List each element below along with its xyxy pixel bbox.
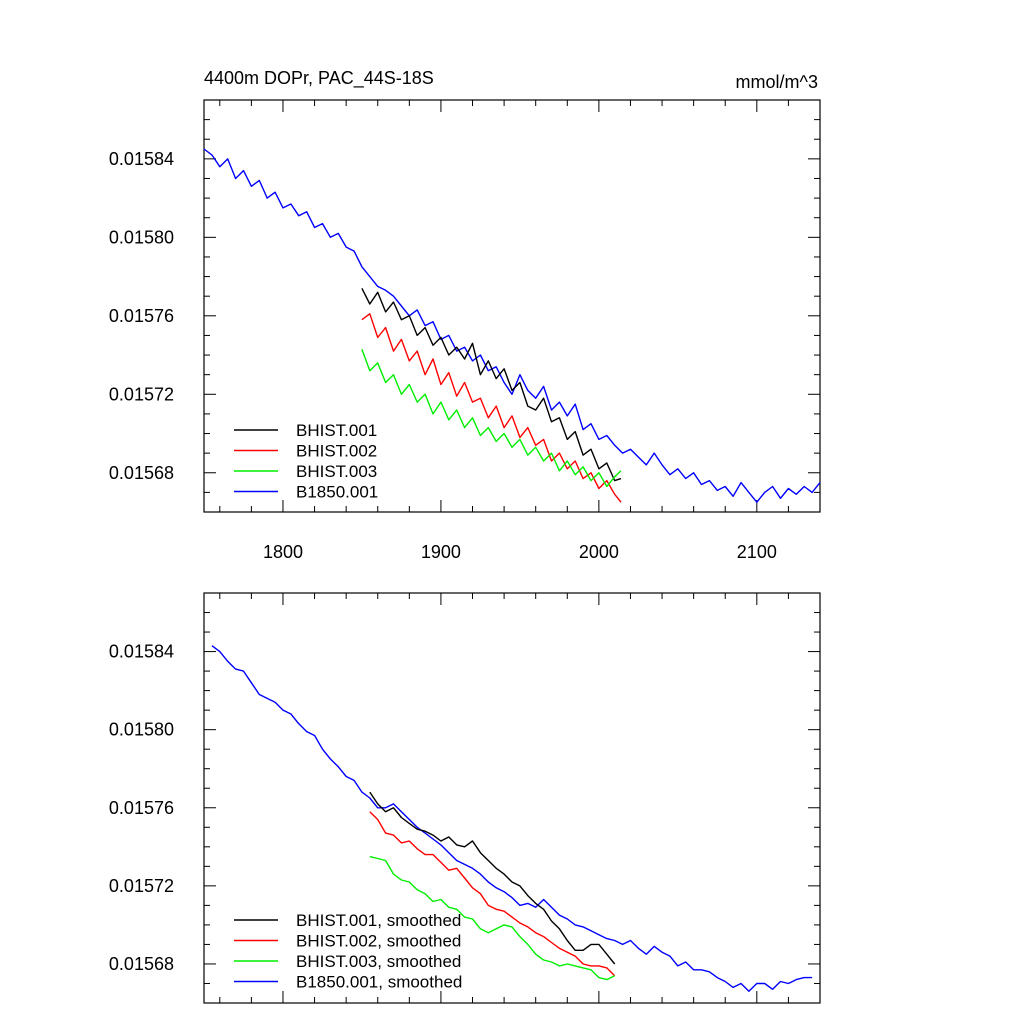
bottom-chart-panel: 0.01568 0.01572 0.01576 0.01580 0.01584 BHIST… xyxy=(109,592,821,1004)
series-line xyxy=(361,313,622,503)
plot-frame xyxy=(203,99,821,513)
y-tick-label: 0.01572 xyxy=(109,876,174,896)
y-tick-label: 0.01580 xyxy=(109,227,174,247)
y-tick-label: 0.01584 xyxy=(109,642,174,662)
y-tick-label: 0.01568 xyxy=(109,954,174,974)
legend-label: B1850.001 xyxy=(296,483,378,502)
series-line xyxy=(369,855,616,981)
legend-label: BHIST.001 xyxy=(296,421,377,440)
legend-label: BHIST.001, smoothed xyxy=(296,911,461,930)
top-chart-panel: 4400m DOPr, PAC_44S-18S mmol/m^3 1800 190… xyxy=(109,68,821,562)
series-line xyxy=(211,645,813,992)
chart-units: mmol/m^3 xyxy=(736,72,818,92)
series-line xyxy=(369,811,616,977)
x-tick-label: 2000 xyxy=(579,542,619,562)
y-tick-label: 0.01576 xyxy=(109,798,174,818)
y-tick-label: 0.01568 xyxy=(109,463,174,483)
y-tick-label: 0.01580 xyxy=(109,720,174,740)
legend-label: BHIST.003, smoothed xyxy=(296,952,461,971)
y-tick-label: 0.01572 xyxy=(109,384,174,404)
legend-label: BHIST.002 xyxy=(296,442,377,461)
y-tick-label: 0.01576 xyxy=(109,306,174,326)
legend-label: BHIST.003 xyxy=(296,462,377,481)
chart-title: 4400m DOPr, PAC_44S-18S xyxy=(204,68,434,89)
x-tick-label: 1900 xyxy=(421,542,461,562)
series-line xyxy=(203,148,821,503)
x-tick-label: 2100 xyxy=(737,542,777,562)
series-line xyxy=(369,791,616,965)
series-line xyxy=(361,348,622,488)
series-line xyxy=(361,287,622,482)
plot-frame xyxy=(203,592,821,1004)
legend-label: B1850.001, smoothed xyxy=(296,973,462,992)
y-tick-label: 0.01584 xyxy=(109,149,174,169)
x-tick-label: 1800 xyxy=(263,542,303,562)
legend-label: BHIST.002, smoothed xyxy=(296,932,461,951)
